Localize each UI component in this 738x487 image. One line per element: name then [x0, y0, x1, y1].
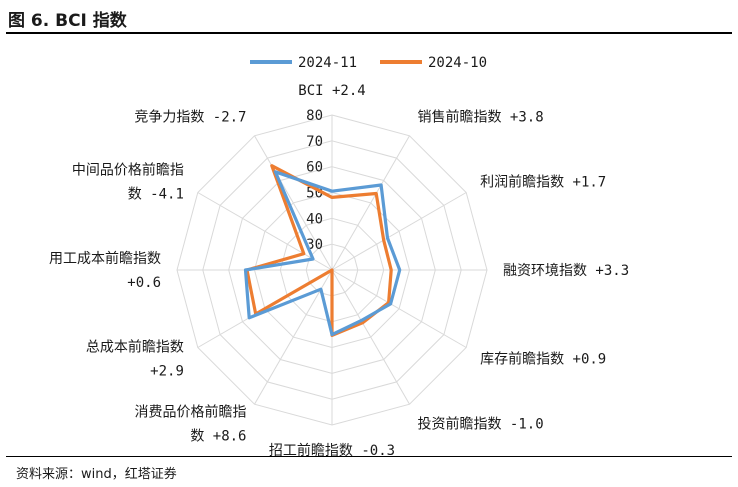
grid-spoke [331, 192, 467, 271]
legend-label: 2024-10 [428, 55, 487, 71]
axis-label-line: 库存前瞻指数 +0.9 [480, 351, 606, 368]
tick-label: 60 [306, 160, 323, 176]
grid-spoke [331, 269, 410, 405]
axis-label-line: 数 +8.6 [190, 428, 246, 444]
axis-label-line: 总成本前瞻指数 [86, 339, 184, 356]
axis-label: 用工成本前瞻指数 +0.6 [49, 250, 161, 291]
axis-label: 中间品价格前瞻指数 -4.1 [72, 162, 184, 203]
axis-labels: BCI +2.4 销售前瞻指数 +3.8 利润前瞻指数 +1.7 融资环境指数 +3.… [49, 83, 629, 459]
grid-spoke [254, 269, 333, 405]
axis-label-line: BCI +2.4 [298, 83, 365, 99]
grid-spoke [331, 135, 410, 271]
grid-spoke [197, 192, 333, 271]
axis-label-line: +2.9 [150, 364, 184, 380]
axis-label-line: 利润前瞻指数 +1.7 [480, 174, 606, 191]
axis-label: BCI +2.4 [298, 83, 365, 99]
axis-label: 竞争力指数 -2.7 [134, 109, 246, 126]
axis-label-line: 消费品价格前瞻指 [135, 403, 247, 420]
axis-label-line: 竞争力指数 -2.7 [134, 109, 246, 126]
axis-label-line: 投资前瞻指数 -1.0 [418, 415, 544, 432]
source-note: 资料来源：wind，红塔证券 [16, 467, 177, 482]
tick-label: 40 [306, 211, 323, 227]
source-rule [6, 456, 732, 457]
series-line [243, 170, 402, 337]
axis-label: 销售前瞻指数 +3.8 [418, 109, 544, 126]
axis-label: 总成本前瞻指数 +2.9 [86, 339, 184, 380]
axis-label-line: +0.6 [127, 275, 161, 291]
legend-label: 2024-11 [298, 55, 357, 71]
axis-label: 融资环境指数 +3.3 [503, 263, 629, 279]
grid-spoke [331, 269, 467, 348]
axis-label-line: 招工前瞻指数 -0.3 [269, 442, 395, 459]
axis-label-line: 融资环境指数 +3.3 [503, 263, 629, 279]
grid-spoke [254, 135, 333, 271]
chart-legend: 2024-11 2024-10 [250, 55, 487, 71]
tick-label: 80 [306, 108, 323, 124]
radar-grid [176, 114, 488, 426]
axis-label-line: 中间品价格前瞻指 [72, 162, 184, 179]
axis-label: 利润前瞻指数 +1.7 [480, 174, 606, 191]
tick-label: 70 [306, 134, 323, 150]
axis-label: 招工前瞻指数 -0.3 [269, 442, 395, 459]
axis-label-line: 数 -4.1 [128, 187, 184, 203]
axis-label: 库存前瞻指数 +0.9 [480, 351, 606, 368]
axis-label: 消费品价格前瞻指数 +8.6 [135, 403, 247, 444]
axis-label: 投资前瞻指数 -1.0 [418, 415, 544, 432]
axis-label-line: 用工成本前瞻指数 [49, 250, 161, 267]
figure-title: 图 6. BCI 指数 [8, 11, 127, 31]
axis-label-line: 销售前瞻指数 +3.8 [418, 109, 544, 126]
title-rule [6, 32, 732, 34]
radar-series [243, 164, 402, 337]
